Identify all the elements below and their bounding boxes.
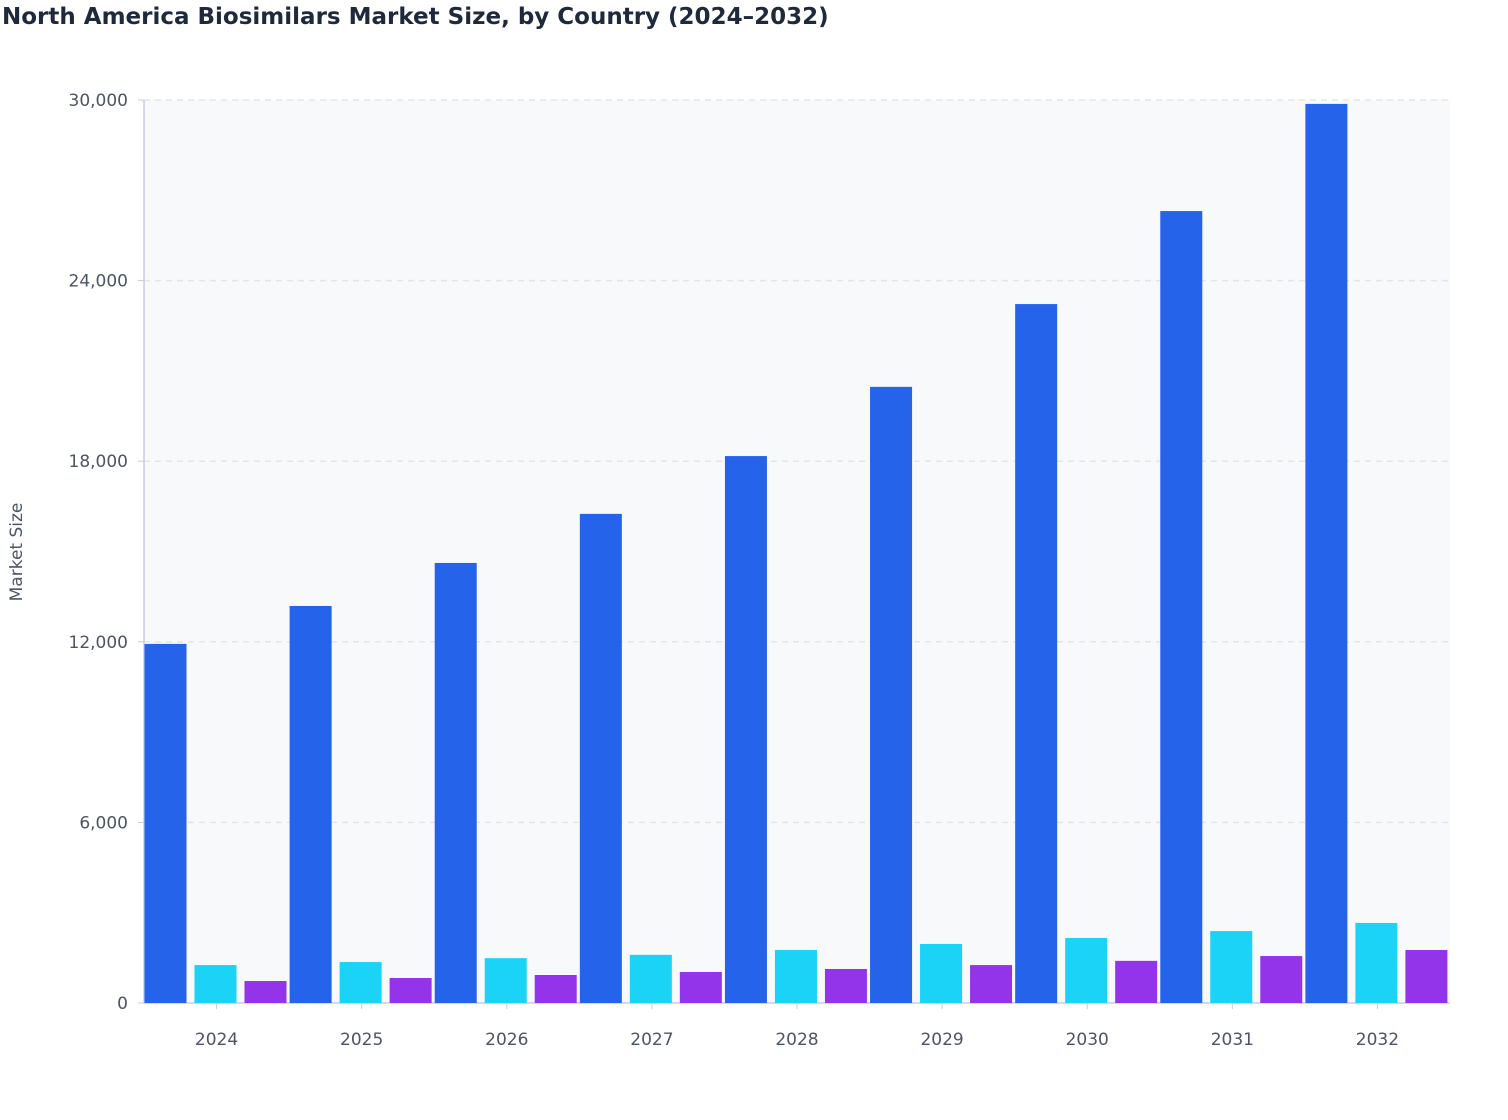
bar (194, 965, 237, 1003)
y-tick-label: 6,000 (79, 813, 128, 833)
y-tick-label: 18,000 (69, 452, 128, 472)
bar (1015, 304, 1058, 1003)
bar (1355, 922, 1398, 1003)
x-tick-label: 2026 (485, 1030, 528, 1050)
bar (1115, 960, 1158, 1003)
bar (824, 968, 867, 1003)
y-tick-label: 0 (117, 994, 128, 1014)
bar (870, 386, 913, 1003)
bar (1405, 950, 1448, 1003)
bar (389, 978, 432, 1003)
bar (1210, 931, 1253, 1003)
x-tick-label: 2032 (1356, 1030, 1399, 1050)
bar (434, 562, 477, 1003)
bar (724, 456, 767, 1003)
bar (579, 513, 622, 1003)
chart-title: North America Biosimilars Market Size, b… (2, 4, 829, 30)
bar (1160, 211, 1203, 1004)
bar (289, 605, 332, 1003)
bar (970, 965, 1013, 1003)
y-tick-label: 24,000 (69, 272, 128, 292)
bar (244, 981, 287, 1003)
x-tick-label: 2030 (1066, 1030, 1109, 1050)
bar (629, 954, 672, 1003)
bar (920, 944, 963, 1003)
bar (144, 643, 187, 1003)
bar (1305, 103, 1348, 1003)
y-axis-label: Market Size (7, 503, 27, 602)
bar (339, 962, 382, 1003)
bar (534, 975, 577, 1003)
y-tick-label: 12,000 (69, 633, 128, 653)
bar (484, 958, 527, 1003)
bar (679, 971, 722, 1003)
bar (774, 950, 817, 1003)
plot-background (144, 100, 1450, 1003)
x-tick-label: 2031 (1211, 1030, 1254, 1050)
x-tick-label: 2028 (775, 1030, 818, 1050)
x-tick-label: 2025 (340, 1030, 383, 1050)
bar (1065, 937, 1108, 1003)
y-tick-label: 30,000 (69, 91, 128, 111)
bar (1260, 956, 1303, 1003)
x-tick-label: 2027 (630, 1030, 673, 1050)
x-tick-label: 2029 (920, 1030, 963, 1050)
x-tick-label: 2024 (195, 1030, 238, 1050)
